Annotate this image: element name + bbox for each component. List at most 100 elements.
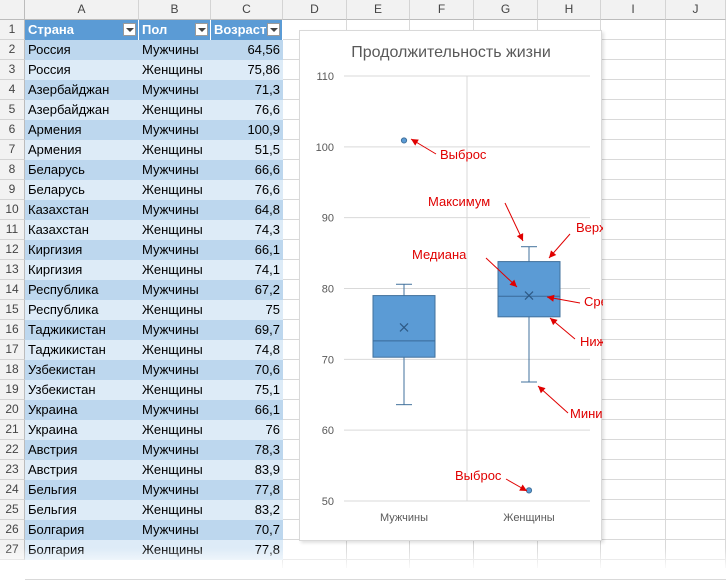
- table-cell[interactable]: 83,9: [211, 460, 283, 480]
- row-header-4[interactable]: 4: [0, 80, 25, 100]
- table-cell[interactable]: Австрия: [25, 460, 139, 480]
- table-cell[interactable]: Мужчины: [139, 480, 211, 500]
- row-header-7[interactable]: 7: [0, 140, 25, 160]
- select-all-corner[interactable]: [0, 0, 25, 20]
- table-cell[interactable]: Болгария: [25, 520, 139, 540]
- table-cell[interactable]: 75,1: [211, 380, 283, 400]
- table-cell[interactable]: 70,6: [211, 360, 283, 380]
- table-cell[interactable]: Мужчины: [139, 280, 211, 300]
- column-header-d[interactable]: D: [283, 0, 347, 20]
- table-cell[interactable]: 76: [211, 420, 283, 440]
- column-header-e[interactable]: E: [347, 0, 410, 20]
- filter-dropdown-icon[interactable]: [123, 23, 136, 36]
- table-cell[interactable]: Бельгия: [25, 500, 139, 520]
- row-header-23[interactable]: 23: [0, 460, 25, 480]
- table-cell[interactable]: Женщины: [139, 140, 211, 160]
- table-cell[interactable]: Женщины: [139, 380, 211, 400]
- table-cell[interactable]: Мужчины: [139, 200, 211, 220]
- column-header-j[interactable]: J: [666, 0, 726, 20]
- table-cell[interactable]: Киргизия: [25, 260, 139, 280]
- row-header-11[interactable]: 11: [0, 220, 25, 240]
- row-header-15[interactable]: 15: [0, 300, 25, 320]
- table-cell[interactable]: Мужчины: [139, 320, 211, 340]
- table-cell[interactable]: Армения: [25, 140, 139, 160]
- table-cell[interactable]: Женщины: [139, 220, 211, 240]
- row-header-18[interactable]: 18: [0, 360, 25, 380]
- table-cell[interactable]: Женщины: [139, 460, 211, 480]
- table-cell[interactable]: 66,6: [211, 160, 283, 180]
- table-cell[interactable]: 100,9: [211, 120, 283, 140]
- table-cell[interactable]: 74,3: [211, 220, 283, 240]
- column-header-c[interactable]: C: [211, 0, 283, 20]
- column-header-b[interactable]: B: [139, 0, 211, 20]
- table-cell[interactable]: 77,8: [211, 480, 283, 500]
- row-header-16[interactable]: 16: [0, 320, 25, 340]
- table-cell[interactable]: Мужчины: [139, 40, 211, 60]
- table-cell[interactable]: Женщины: [139, 540, 211, 560]
- table-cell[interactable]: Республика: [25, 280, 139, 300]
- table-cell[interactable]: 71,3: [211, 80, 283, 100]
- table-cell[interactable]: Женщины: [139, 340, 211, 360]
- table-cell[interactable]: Казахстан: [25, 220, 139, 240]
- table-cell[interactable]: 77,8: [211, 540, 283, 560]
- table-cell[interactable]: Украина: [25, 420, 139, 440]
- table-cell[interactable]: Женщины: [139, 100, 211, 120]
- row-header-3[interactable]: 3: [0, 60, 25, 80]
- table-cell[interactable]: Азербайджан: [25, 100, 139, 120]
- table-cell[interactable]: Женщины: [139, 260, 211, 280]
- table-cell[interactable]: Женщины: [139, 60, 211, 80]
- table-cell[interactable]: Беларусь: [25, 180, 139, 200]
- table-cell[interactable]: Мужчины: [139, 440, 211, 460]
- table-cell[interactable]: 64,8: [211, 200, 283, 220]
- table-header-cell[interactable]: Пол: [139, 20, 211, 40]
- table-cell[interactable]: 76,6: [211, 100, 283, 120]
- table-cell[interactable]: 74,8: [211, 340, 283, 360]
- table-cell[interactable]: Армения: [25, 120, 139, 140]
- table-header-cell[interactable]: Страна: [25, 20, 139, 40]
- table-cell[interactable]: 66,1: [211, 240, 283, 260]
- table-cell[interactable]: 69,7: [211, 320, 283, 340]
- table-cell[interactable]: 78,3: [211, 440, 283, 460]
- table-cell[interactable]: Бельгия: [25, 480, 139, 500]
- column-header-a[interactable]: A: [25, 0, 139, 20]
- table-cell[interactable]: Украина: [25, 400, 139, 420]
- row-header-19[interactable]: 19: [0, 380, 25, 400]
- table-cell[interactable]: Россия: [25, 60, 139, 80]
- table-cell[interactable]: Женщины: [139, 300, 211, 320]
- table-cell[interactable]: 66,1: [211, 400, 283, 420]
- table-cell[interactable]: 76,6: [211, 180, 283, 200]
- table-cell[interactable]: Женщины: [139, 420, 211, 440]
- row-header-1[interactable]: 1: [0, 20, 25, 40]
- table-cell[interactable]: Мужчины: [139, 400, 211, 420]
- row-header-22[interactable]: 22: [0, 440, 25, 460]
- table-cell[interactable]: 75,86: [211, 60, 283, 80]
- box-plot-chart[interactable]: Продолжительность жизни 50 60 70 80 90 100 110…: [299, 30, 603, 541]
- row-header-21[interactable]: 21: [0, 420, 25, 440]
- table-cell[interactable]: Таджикистан: [25, 320, 139, 340]
- table-cell[interactable]: 64,56: [211, 40, 283, 60]
- row-header-12[interactable]: 12: [0, 240, 25, 260]
- table-cell[interactable]: Республика: [25, 300, 139, 320]
- table-cell[interactable]: Узбекистан: [25, 380, 139, 400]
- table-cell[interactable]: 67,2: [211, 280, 283, 300]
- row-header-24[interactable]: 24: [0, 480, 25, 500]
- row-header-26[interactable]: 26: [0, 520, 25, 540]
- table-cell[interactable]: Мужчины: [139, 240, 211, 260]
- row-header-9[interactable]: 9: [0, 180, 25, 200]
- table-cell[interactable]: Россия: [25, 40, 139, 60]
- row-header-5[interactable]: 5: [0, 100, 25, 120]
- table-header-cell[interactable]: Возраст: [211, 20, 283, 40]
- column-header-h[interactable]: H: [538, 0, 601, 20]
- table-cell[interactable]: Мужчины: [139, 360, 211, 380]
- row-header-20[interactable]: 20: [0, 400, 25, 420]
- table-cell[interactable]: 75: [211, 300, 283, 320]
- table-cell[interactable]: 74,1: [211, 260, 283, 280]
- table-cell[interactable]: Беларусь: [25, 160, 139, 180]
- row-header-6[interactable]: 6: [0, 120, 25, 140]
- table-cell[interactable]: Киргизия: [25, 240, 139, 260]
- filter-dropdown-icon[interactable]: [267, 23, 280, 36]
- table-cell[interactable]: Мужчины: [139, 520, 211, 540]
- row-header-10[interactable]: 10: [0, 200, 25, 220]
- table-cell[interactable]: Мужчины: [139, 80, 211, 100]
- table-cell[interactable]: Австрия: [25, 440, 139, 460]
